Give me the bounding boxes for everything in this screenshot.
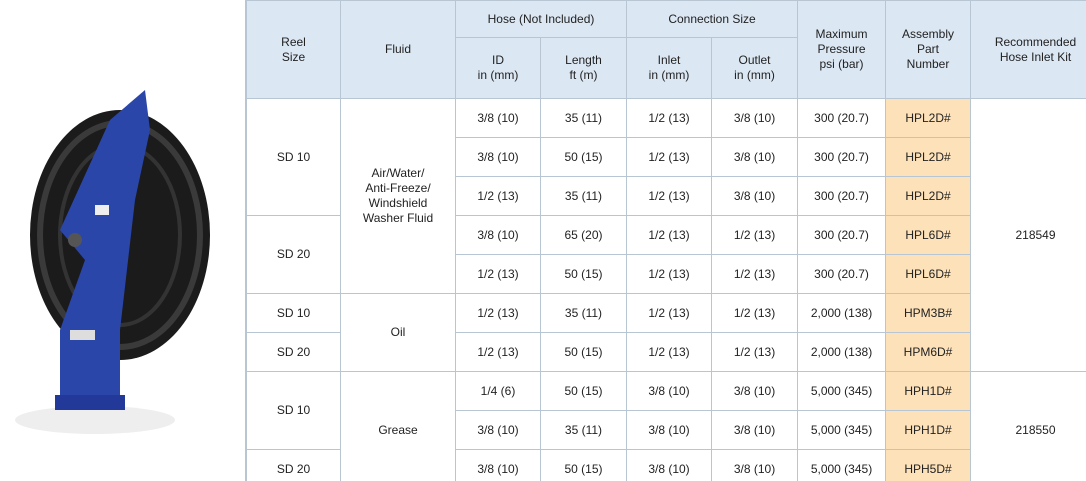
table-cell: 1/2 (13) xyxy=(710,215,799,255)
part-number-cell: HPH5D# xyxy=(885,449,972,481)
table-row: 3/8 (10) 35 (11) 3/8 (10) 3/8 (10) 5,000 (34… xyxy=(247,410,1086,450)
header-cell: Connection Size xyxy=(625,0,799,38)
table-cell: SD 20 xyxy=(246,449,341,481)
table-row: SD 10 Grease 1/4 (6) 50 (15) 3/8 (10) 3/8 (10… xyxy=(246,371,1086,481)
table-body: SD 10 Air/Water/ Anti-Freeze/ Windshield … xyxy=(246,98,1086,481)
table-cell: 1/2 (13) xyxy=(455,293,541,333)
header-cell: Recommended Hose Inlet Kit xyxy=(970,0,1086,99)
table-cell: 300 (20.7) xyxy=(797,137,887,177)
table-cell: Grease xyxy=(340,371,456,481)
table-cell: 218550 xyxy=(970,371,1086,481)
table-cell: 50 (15) xyxy=(540,254,627,294)
header-cell: ID in (mm) xyxy=(455,37,541,99)
table-cell: 1/2 (13) xyxy=(455,332,541,372)
table-cell: 50 (15) xyxy=(540,449,627,481)
part-number-cell: HPL2D# xyxy=(885,98,972,138)
table-cell: 65 (20) xyxy=(540,215,627,255)
table-cell: 1/2 (13) xyxy=(626,254,712,294)
part-number-cell: HPH1D# xyxy=(885,371,972,411)
part-number-cell: HPH1D# xyxy=(885,410,972,450)
table-cell: 3/8 (10) xyxy=(710,98,799,138)
table-cell: 1/4 (6) xyxy=(455,371,541,411)
table-cell: 2,000 (138) xyxy=(797,332,887,372)
table-cell: 3/8 (10) xyxy=(710,449,799,481)
table-cell: 50 (15) xyxy=(540,137,627,177)
table-cell: 3/8 (10) xyxy=(455,98,541,138)
table-cell: 35 (11) xyxy=(540,410,627,450)
header-cell: Hose (Not Included) xyxy=(455,0,627,38)
table-cell: 300 (20.7) xyxy=(797,215,887,255)
table-row: 1/2 (13) 50 (15) 1/2 (13) 1/2 (13) 300 (20.7… xyxy=(247,254,1086,294)
table-cell: 35 (11) xyxy=(540,293,627,333)
part-number-cell: HPL2D# xyxy=(885,176,972,216)
table-cell: 1/2 (13) xyxy=(455,176,541,216)
table-cell: 3/8 (10) xyxy=(455,410,541,450)
table-row: 3/8 (10) 50 (15) 1/2 (13) 3/8 (10) 300 (20.7… xyxy=(247,137,1086,177)
table-cell: 3/8 (10) xyxy=(710,137,799,177)
part-number-cell: HPL6D# xyxy=(885,254,972,294)
table-cell: 1/2 (13) xyxy=(626,176,712,216)
table-cell: 300 (20.7) xyxy=(797,254,887,294)
table-cell: 3/8 (10) xyxy=(455,215,541,255)
table-row: SD 20 1/2 (13) 50 (15) 1/2 (13) 1/2 (13) 2,00… xyxy=(246,332,1086,372)
table-cell: 3/8 (10) xyxy=(710,410,799,450)
table-cell: SD 10 xyxy=(246,371,341,450)
table-cell: SD 10 xyxy=(246,98,341,216)
table-cell: Air/Water/ Anti-Freeze/ Windshield Washe… xyxy=(340,98,456,294)
header-cell: Maximum Pressure psi (bar) xyxy=(797,0,887,99)
table-cell: 300 (20.7) xyxy=(797,98,887,138)
table-cell: 35 (11) xyxy=(540,176,627,216)
table-cell: 1/2 (13) xyxy=(626,98,712,138)
header-cell: Fluid xyxy=(340,0,456,99)
table-cell: 3/8 (10) xyxy=(710,176,799,216)
table-row: SD 20 3/8 (10) 50 (15) 3/8 (10) 3/8 (10) 5,00… xyxy=(246,449,1086,481)
table-cell: 218549 xyxy=(970,98,1086,372)
table-cell: 3/8 (10) xyxy=(455,449,541,481)
part-number-cell: HPM3B# xyxy=(885,293,972,333)
part-number-cell: HPM6D# xyxy=(885,332,972,372)
table-cell: 2,000 (138) xyxy=(797,293,887,333)
table-row: SD 10 Oil 1/2 (13) 35 (11) 1/2 (13) 1/2 (13) 2… xyxy=(246,293,1086,372)
table-cell: 3/8 (10) xyxy=(626,371,712,411)
part-number-cell: HPL2D# xyxy=(885,137,972,177)
table-row: SD 20 3/8 (10) 65 (20) 1/2 (13) 1/2 (13) 300 … xyxy=(246,215,1086,294)
header-cell: Assembly Part Number xyxy=(885,0,972,99)
table-cell: 35 (11) xyxy=(540,98,627,138)
table-cell: 1/2 (13) xyxy=(710,254,799,294)
table-cell: 5,000 (345) xyxy=(797,371,887,411)
table-cell: SD 20 xyxy=(246,332,341,372)
header-cell: Length ft (m) xyxy=(540,37,627,99)
header-cell: Inlet in (mm) xyxy=(626,37,712,99)
table-row: SD 10 Air/Water/ Anti-Freeze/ Windshield … xyxy=(246,98,1086,372)
table-cell: SD 20 xyxy=(246,215,341,294)
product-image xyxy=(15,0,246,481)
part-number-cell: HPL6D# xyxy=(885,215,972,255)
table-cell: 50 (15) xyxy=(540,371,627,411)
table-cell: 3/8 (10) xyxy=(455,137,541,177)
table-cell: 1/2 (13) xyxy=(626,293,712,333)
table-cell: 300 (20.7) xyxy=(797,176,887,216)
table-cell: Oil xyxy=(340,293,456,372)
header-cell: Reel Size xyxy=(246,0,341,99)
spec-table: Reel Size Fluid Hose (Not Included) Conn… xyxy=(246,0,1086,481)
table-cell: 5,000 (345) xyxy=(797,410,887,450)
table-cell: 3/8 (10) xyxy=(710,371,799,411)
table-cell: 1/2 (13) xyxy=(626,215,712,255)
table-cell: 5,000 (345) xyxy=(797,449,887,481)
table-cell: SD 10 xyxy=(246,293,341,333)
table-cell: 3/8 (10) xyxy=(626,449,712,481)
table-cell: 50 (15) xyxy=(540,332,627,372)
table-cell: 1/2 (13) xyxy=(455,254,541,294)
header-cell: Outlet in (mm) xyxy=(710,37,799,99)
table-cell: 1/2 (13) xyxy=(626,137,712,177)
table-cell: 1/2 (13) xyxy=(710,332,799,372)
table-cell: 3/8 (10) xyxy=(626,410,712,450)
table-cell: 1/2 (13) xyxy=(626,332,712,372)
table-cell: 1/2 (13) xyxy=(710,293,799,333)
